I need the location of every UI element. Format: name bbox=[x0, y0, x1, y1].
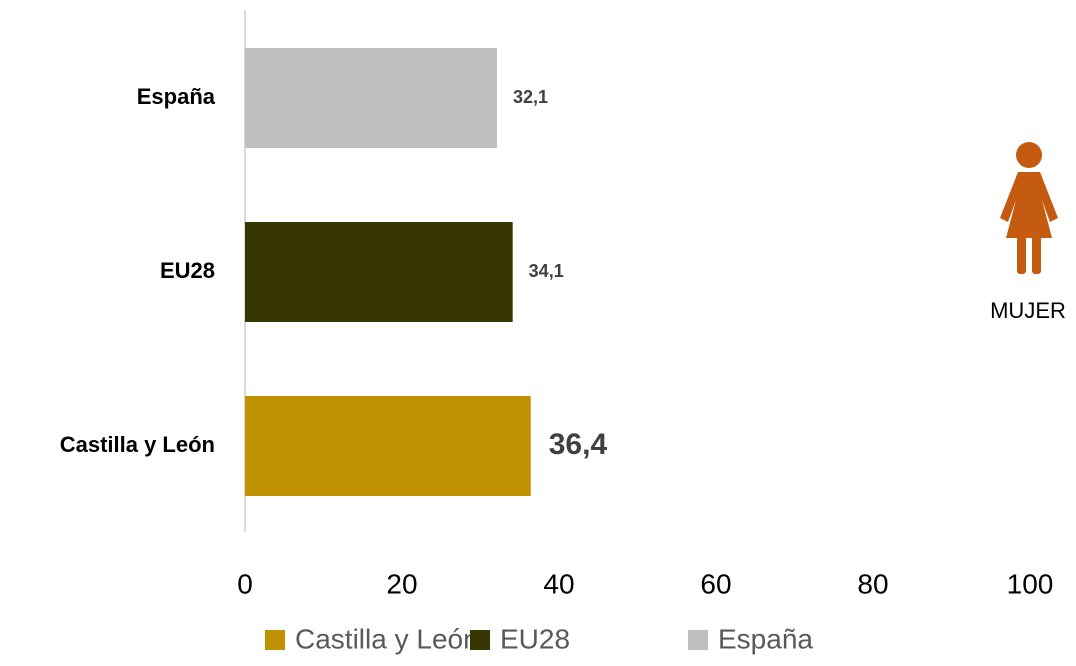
legend-label: España bbox=[718, 623, 813, 654]
woman-icon bbox=[1000, 142, 1058, 274]
category-label: EU28 bbox=[160, 258, 215, 283]
legend-label: Castilla y León bbox=[295, 623, 479, 654]
x-tick-label: 40 bbox=[543, 568, 574, 599]
x-tick-label: 0 bbox=[237, 568, 253, 599]
x-tick-label: 20 bbox=[386, 568, 417, 599]
legend-swatch bbox=[265, 630, 285, 650]
bar bbox=[245, 396, 531, 496]
category-label: Castilla y León bbox=[60, 432, 215, 457]
value-label: 32,1 bbox=[513, 87, 548, 107]
annotation: MUJER bbox=[990, 298, 1066, 323]
bar bbox=[245, 48, 497, 148]
legend-swatch bbox=[470, 630, 490, 650]
x-tick-label: 80 bbox=[857, 568, 888, 599]
x-tick-label: 60 bbox=[700, 568, 731, 599]
legend-label: EU28 bbox=[500, 623, 570, 654]
category-label: España bbox=[137, 84, 216, 109]
value-label: 34,1 bbox=[529, 261, 564, 281]
bar bbox=[245, 222, 513, 322]
x-tick-label: 100 bbox=[1007, 568, 1054, 599]
legend-swatch bbox=[688, 630, 708, 650]
value-label: 36,4 bbox=[549, 428, 608, 461]
